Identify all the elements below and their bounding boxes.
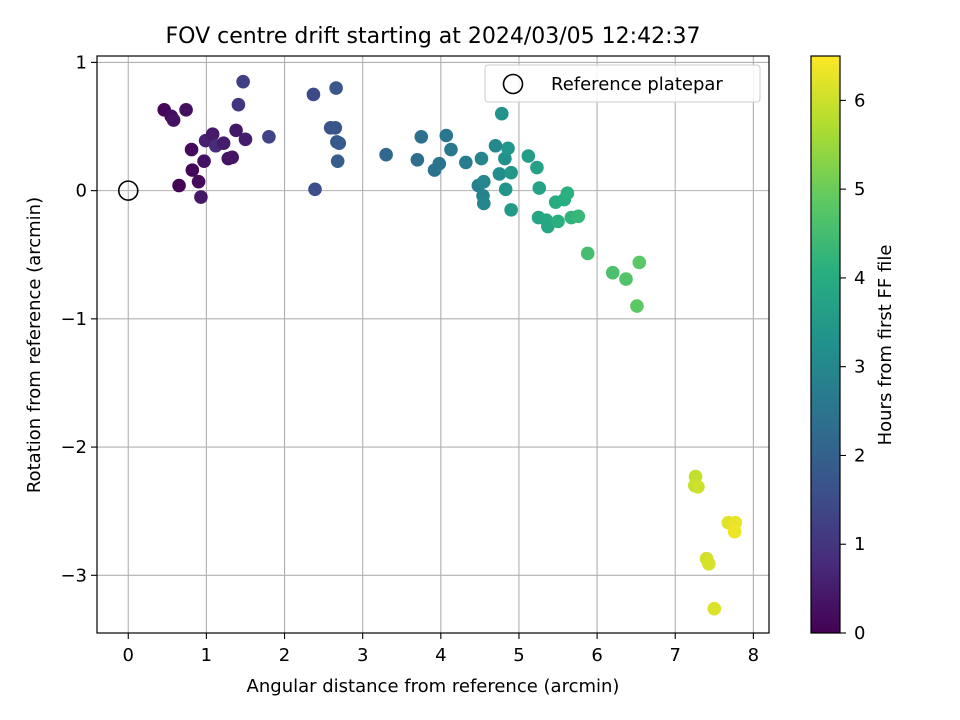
x-tick-label: 4 [435,645,446,666]
legend-entry-reference-platepar: Reference platepar [551,74,723,95]
data-point [306,87,321,102]
chart-title: FOV centre drift starting at 2024/03/05 … [166,24,701,49]
data-point [330,154,345,168]
x-tick-label: 6 [591,645,602,666]
data-point [551,214,565,229]
data-point [476,196,491,211]
data-point [262,129,276,144]
colorbar-gradient [811,56,840,633]
y-axis-label: Rotation from reference (arcmin) [24,197,45,493]
data-point [328,121,343,135]
data-point [229,123,243,138]
legend-box [484,64,761,103]
x-axis-ticks: 0 1 2 3 4 5 6 7 8 [123,633,759,666]
y-axis-ticks: 1 0 −1 −2 −3 [60,52,97,586]
data-point [308,182,322,197]
data-point [329,81,343,95]
data-point [501,141,515,156]
data-point [580,246,595,261]
data-point [439,128,454,143]
data-point [727,524,742,539]
data-point [432,156,447,171]
legend: Reference platepar [484,64,761,103]
data-point [410,153,425,167]
data-point [238,132,253,147]
data-point [560,186,575,200]
data-point [166,113,181,127]
data-point [632,255,647,270]
data-point [476,174,491,189]
y-tick-label: 1 [76,52,87,73]
data-point [236,74,250,89]
grid-lines [97,56,769,633]
data-point [498,182,513,197]
legend-marker-icon [502,73,524,95]
data-point [530,160,544,175]
data-point [191,174,206,189]
data-point [619,272,633,286]
x-tick-label: 5 [513,645,524,666]
data-point [444,142,458,157]
data-point [707,601,722,616]
data-point [691,480,705,494]
colorbar-ticks: 0 1 2 3 4 5 6 [840,90,865,644]
data-point [488,138,503,153]
data-point [197,154,211,168]
colorbar-tick-label: 6 [854,90,865,111]
data-point [332,136,347,150]
data-point [605,265,620,280]
data-point [492,167,507,181]
data-point [532,181,547,195]
data-point [172,178,186,193]
colorbar-tick-label: 3 [854,357,865,378]
data-point [541,219,555,234]
data-point [231,97,246,112]
data-point [216,136,231,150]
data-point [205,127,220,142]
data-point [414,129,429,144]
y-tick-label: −3 [60,565,87,586]
data-point [630,299,644,313]
data-points [157,74,743,616]
reference-platepar-marker [117,180,139,201]
x-axis-label: Angular distance from reference (arcmin) [247,676,620,697]
x-tick-label: 2 [279,645,290,666]
y-tick-label: −1 [60,309,87,330]
x-tick-label: 8 [748,645,759,666]
data-point [379,147,393,162]
data-point [474,151,489,166]
colorbar-tick-label: 2 [854,445,865,466]
data-point [702,556,716,571]
colorbar-tick-label: 5 [854,179,865,200]
data-point [521,149,536,163]
data-point [498,151,512,166]
data-point [494,106,509,121]
data-point [504,203,518,217]
data-point [194,190,208,204]
x-tick-label: 3 [357,645,368,666]
colorbar: 0 1 2 3 4 5 6 Hours from first FF file [810,55,896,644]
plot-frame [96,55,770,634]
x-tick-label: 0 [123,645,134,666]
colorbar-label: Hours from first FF file [875,245,896,446]
data-point [459,155,473,170]
data-point [225,150,239,165]
colorbar-frame [810,55,841,634]
data-point [185,163,200,177]
colorbar-tick-label: 0 [854,623,865,644]
data-point [571,209,586,224]
data-point [504,165,518,180]
data-point [179,103,193,117]
y-tick-label: −2 [60,437,87,458]
x-tick-label: 7 [670,645,681,666]
x-tick-label: 1 [201,645,212,666]
y-tick-label: 0 [76,181,87,202]
colorbar-tick-label: 4 [854,268,865,289]
data-point [184,142,199,157]
colorbar-tick-label: 1 [854,534,865,555]
